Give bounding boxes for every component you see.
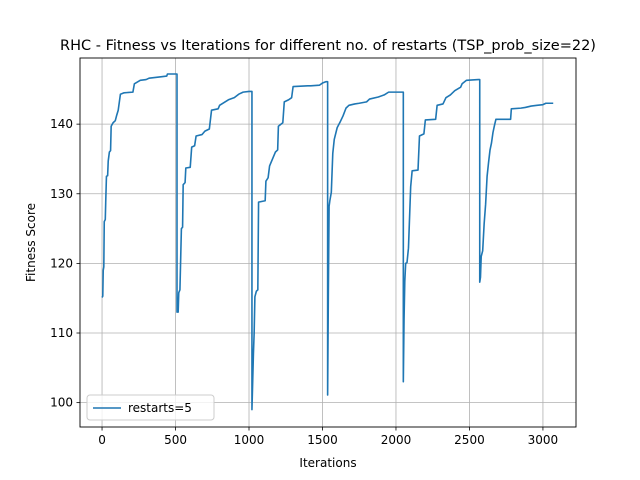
y-tick-label: 130 [50, 187, 73, 201]
x-tick-label: 1500 [307, 433, 338, 447]
series-layer [101, 73, 554, 411]
x-tick-label: 1000 [234, 433, 265, 447]
chart-title: RHC - Fitness vs Iterations for differen… [60, 38, 596, 54]
plot-frame [79, 57, 577, 428]
series-line-0 [101, 73, 554, 411]
legend-box [86, 394, 215, 421]
legend: restarts=5 [86, 394, 215, 421]
x-tick-label: 500 [164, 433, 187, 447]
y-tick-label: 120 [50, 256, 73, 270]
y-tick-label: 110 [50, 326, 73, 340]
x-tick-label: 2500 [454, 433, 485, 447]
x-tick-label: 0 [98, 433, 106, 447]
x-axis-title: Iterations [299, 456, 356, 470]
x-tick-label: 2000 [381, 433, 412, 447]
x-tick-label: 3000 [528, 433, 559, 447]
y-tick-label: 100 [50, 396, 73, 410]
legend-label: restarts=5 [128, 401, 192, 415]
y-tick-label: 140 [50, 117, 73, 131]
y-axis-title: Fitness Score [24, 203, 38, 282]
axis-ticks: 0 500 1000 1500 2000 2500 3000 100 110 120 130 140 [50, 117, 558, 447]
